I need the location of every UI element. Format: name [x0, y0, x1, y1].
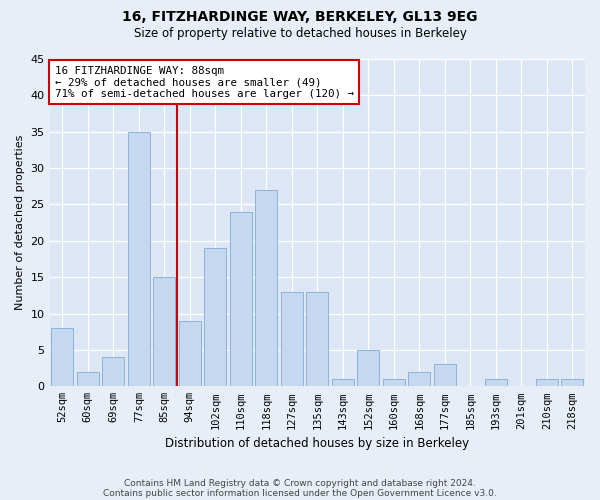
Bar — [256, 190, 277, 386]
Bar — [536, 379, 557, 386]
Bar — [434, 364, 455, 386]
Y-axis label: Number of detached properties: Number of detached properties — [15, 135, 25, 310]
Text: Contains public sector information licensed under the Open Government Licence v3: Contains public sector information licen… — [103, 488, 497, 498]
Bar — [562, 379, 583, 386]
Bar — [307, 292, 328, 386]
Bar — [205, 248, 226, 386]
Text: Contains HM Land Registry data © Crown copyright and database right 2024.: Contains HM Land Registry data © Crown c… — [124, 478, 476, 488]
Bar — [77, 372, 98, 386]
Bar — [358, 350, 379, 387]
Bar — [52, 328, 73, 386]
Text: 16 FITZHARDINGE WAY: 88sqm
← 29% of detached houses are smaller (49)
71% of semi: 16 FITZHARDINGE WAY: 88sqm ← 29% of deta… — [55, 66, 354, 98]
Bar — [332, 379, 353, 386]
Bar — [128, 132, 149, 386]
Text: 16, FITZHARDINGE WAY, BERKELEY, GL13 9EG: 16, FITZHARDINGE WAY, BERKELEY, GL13 9EG — [122, 10, 478, 24]
Bar — [230, 212, 251, 386]
Bar — [154, 277, 175, 386]
Bar — [383, 379, 404, 386]
Bar — [409, 372, 430, 386]
X-axis label: Distribution of detached houses by size in Berkeley: Distribution of detached houses by size … — [165, 437, 469, 450]
Text: Size of property relative to detached houses in Berkeley: Size of property relative to detached ho… — [134, 28, 466, 40]
Bar — [485, 379, 506, 386]
Bar — [281, 292, 302, 386]
Bar — [179, 321, 200, 386]
Bar — [103, 357, 124, 386]
